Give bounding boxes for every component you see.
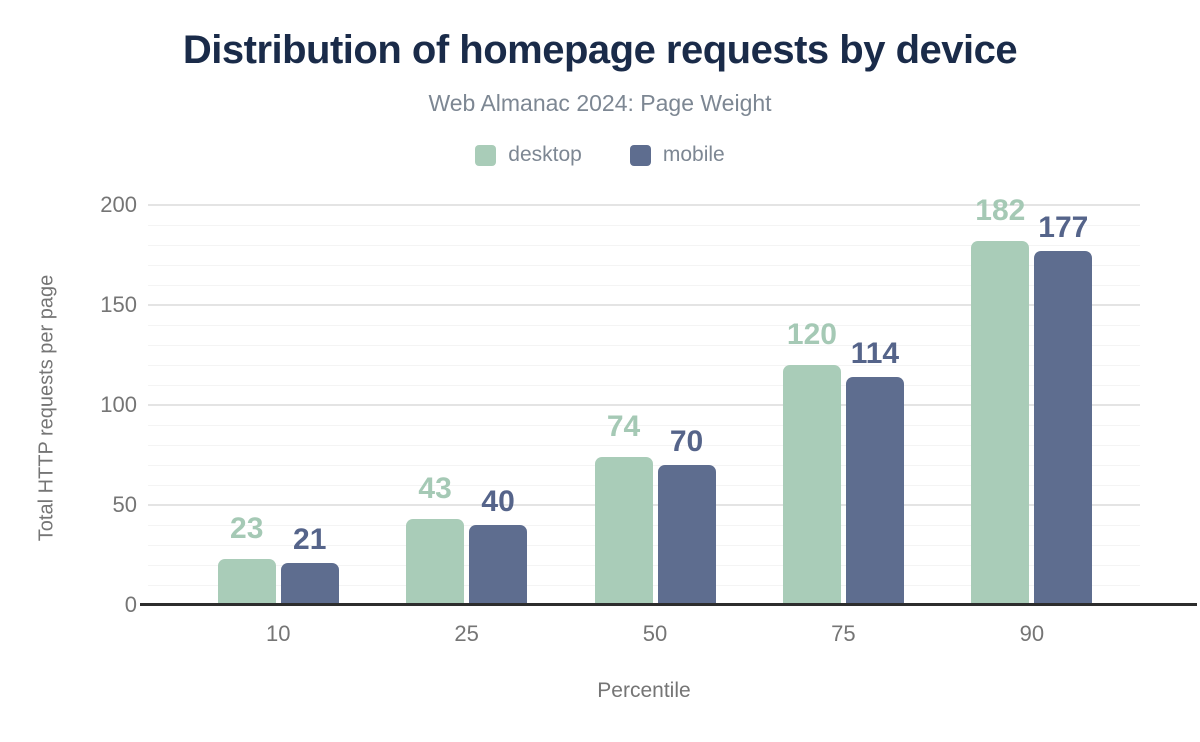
bar-value-label: 114 (850, 337, 900, 370)
bar-mobile: 114 (845, 339, 904, 605)
y-tick-label: 0 (124, 592, 137, 617)
bar-value-label: 70 (669, 425, 704, 458)
bar-desktop: 43 (406, 474, 465, 605)
legend-item-mobile: mobile (629, 143, 725, 167)
x-tick-label: 75 (831, 621, 856, 646)
legend-item-desktop: desktop (475, 143, 582, 167)
bar-group: 120 114 (749, 205, 937, 605)
y-tick-label: 50 (112, 492, 137, 517)
x-tick-label: 10 (265, 621, 291, 646)
x-axis-baseline (140, 603, 1197, 606)
major-gridline (148, 404, 1140, 406)
bar-value-label: 182 (975, 194, 1026, 227)
y-tick-label: 200 (100, 192, 137, 217)
x-tick-label: 50 (642, 621, 668, 646)
bar-desktop: 120 (782, 320, 841, 605)
legend-swatch-desktop (475, 144, 497, 166)
bar-desktop: 182 (971, 196, 1030, 605)
chart-title: Distribution of homepage requests by dev… (182, 28, 1018, 72)
x-axis-title: Percentile (597, 679, 691, 702)
minor-gridline (148, 285, 1140, 286)
bar-group: 182 177 (938, 196, 1126, 605)
minor-gridline (148, 325, 1140, 326)
major-gridline (148, 204, 1140, 206)
minor-gridline (148, 385, 1140, 386)
bar-value-label: 21 (293, 523, 327, 556)
bar-value-label: 23 (230, 512, 264, 545)
legend: desktop mobile (0, 143, 1200, 167)
legend-label-mobile: mobile (662, 143, 725, 166)
bar-mobile: 40 (469, 487, 528, 605)
bar-mobile: 70 (657, 427, 716, 605)
minor-gridline (148, 225, 1140, 226)
bar-group: 43 40 (372, 205, 560, 605)
bar-value-label: 43 (418, 472, 452, 505)
x-tick-label: 90 (1019, 621, 1045, 646)
bar-desktop: 74 (594, 412, 653, 605)
x-tick-label: 25 (454, 621, 479, 646)
minor-gridline (148, 365, 1140, 366)
minor-gridline (148, 425, 1140, 426)
minor-gridline (148, 345, 1140, 346)
legend-label-desktop: desktop (508, 143, 582, 166)
bar-group: 23 21 (184, 205, 372, 605)
legend-swatch-mobile (629, 144, 651, 166)
bar-mobile: 177 (1034, 213, 1093, 605)
bar-value-label: 120 (786, 318, 837, 351)
chart-subtitle: Web Almanac 2024: Page Weight (428, 90, 772, 116)
bar-value-label: 40 (481, 485, 515, 518)
y-tick-label: 100 (100, 392, 137, 417)
bar-value-label: 74 (606, 410, 641, 443)
minor-gridline (148, 265, 1140, 266)
minor-gridline (148, 445, 1140, 446)
major-gridline (148, 304, 1140, 306)
bars-region: 23 21 43 40 74 70 120 114 182 177 (184, 196, 1126, 605)
x-ticks: 10 25 50 75 90 (184, 621, 1126, 647)
bar-group: 74 70 (561, 205, 749, 605)
y-tick-label: 150 (100, 292, 137, 317)
bar-value-label: 177 (1038, 211, 1089, 244)
minor-gridline (148, 245, 1140, 246)
bar-mobile: 21 (280, 525, 339, 605)
bar-desktop: 23 (217, 514, 276, 605)
